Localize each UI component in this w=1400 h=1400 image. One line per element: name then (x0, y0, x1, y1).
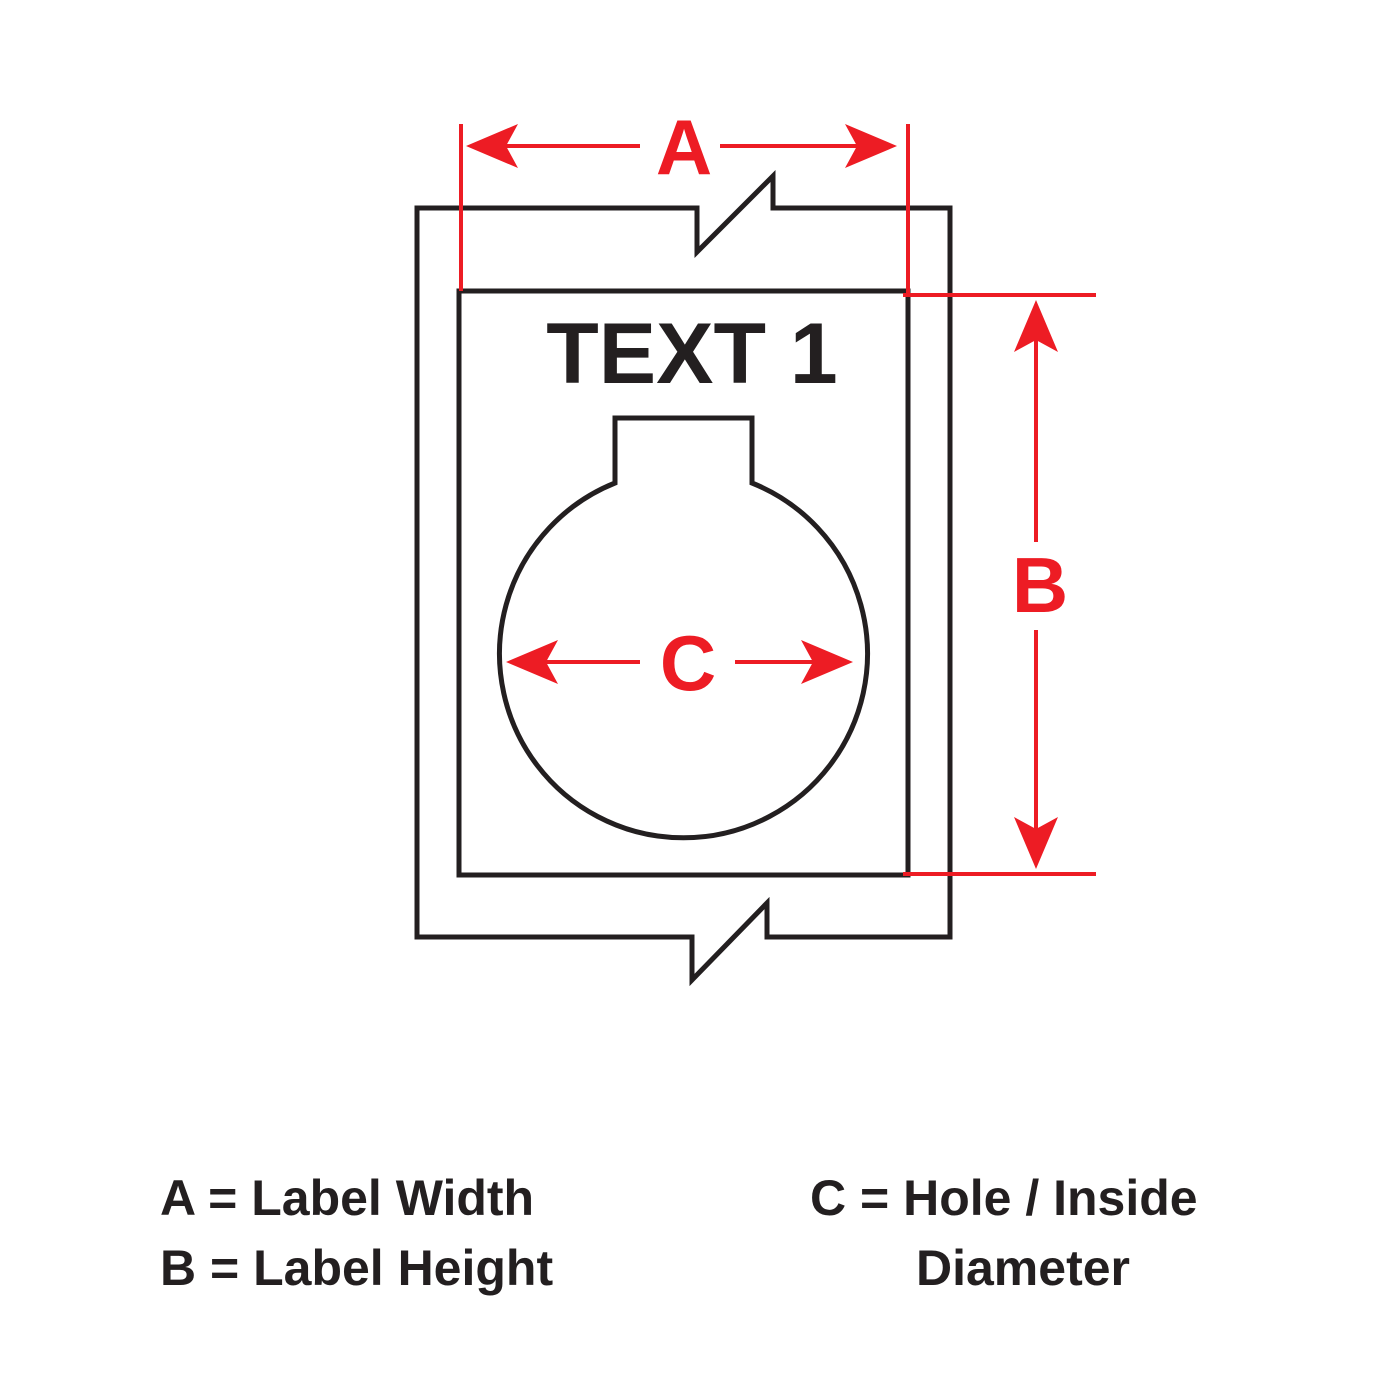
dimension-c-letter: C (660, 619, 716, 707)
dimension-b-arrow-top (1014, 300, 1058, 352)
legend-c-definition-line2: Diameter (916, 1240, 1130, 1296)
liner-outline (414, 169, 953, 987)
dimension-c: C (506, 619, 853, 707)
legend-c-definition-line1: C = Hole / Inside (810, 1170, 1198, 1226)
keyed-hole-outline (497, 415, 870, 841)
label-sample-text: TEXT 1 (546, 306, 838, 402)
dimension-c-arrow-left (506, 640, 558, 684)
dimension-a-letter: A (656, 103, 712, 191)
dimension-b-arrow-bottom (1014, 817, 1058, 869)
dimension-a: A (459, 103, 910, 297)
legend-a-definition: A = Label Width (160, 1170, 535, 1226)
dimension-a-arrow-left (466, 124, 518, 168)
legend-b-definition: B = Label Height (160, 1240, 554, 1296)
dimension-a-arrow-right (845, 124, 897, 168)
label-outline (456, 288, 911, 878)
dimension-c-arrow-right (801, 640, 853, 684)
dimension-b: B (903, 293, 1096, 876)
dimension-b-letter: B (1012, 541, 1068, 629)
